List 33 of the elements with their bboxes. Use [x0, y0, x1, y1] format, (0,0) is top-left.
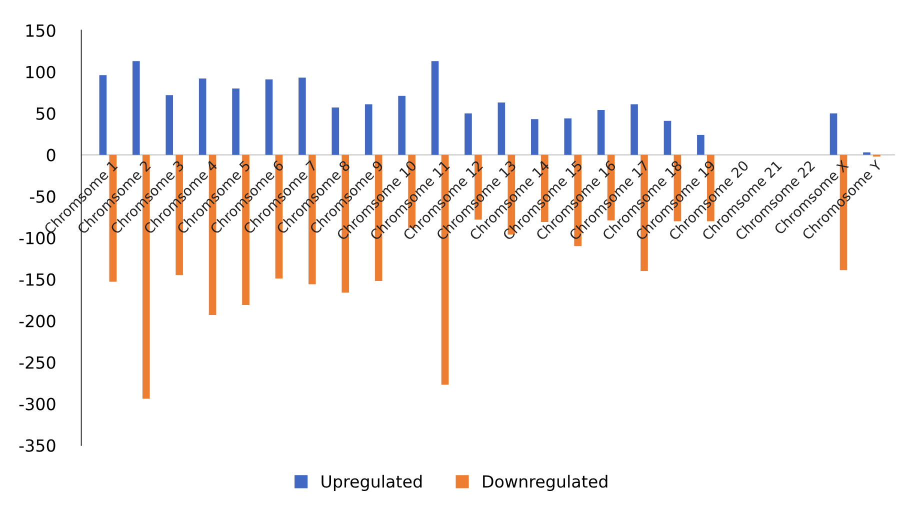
y-tick-label: -250 — [19, 356, 56, 369]
bar — [132, 61, 140, 155]
bar — [298, 78, 306, 155]
bar — [597, 110, 605, 155]
bar — [398, 96, 406, 155]
y-tick-label: -100 — [19, 232, 56, 244]
bar — [830, 113, 838, 155]
bar — [564, 118, 572, 155]
bar — [464, 113, 472, 155]
bar — [664, 120, 672, 155]
y-tick-label: -300 — [19, 398, 56, 410]
bar — [332, 108, 340, 155]
legend-label: Upregulated — [322, 474, 422, 491]
bar — [863, 152, 870, 155]
y-tick-label: -150 — [19, 273, 56, 286]
bar — [531, 119, 538, 155]
y-tick-label: 100 — [26, 66, 56, 78]
legend-label: Downregulated — [483, 474, 608, 491]
bar — [364, 104, 372, 155]
bar — [697, 134, 704, 155]
bar — [265, 79, 273, 155]
y-tick-label: -200 — [19, 314, 56, 328]
y-tick-label: 0 — [46, 148, 56, 162]
y-tick-label: 50 — [36, 107, 56, 120]
y-tick-label: -350 — [19, 439, 56, 452]
bar — [431, 61, 439, 155]
bar — [630, 104, 638, 155]
bar — [498, 102, 506, 155]
bar — [166, 95, 174, 155]
bar — [99, 75, 107, 155]
bar — [198, 78, 206, 155]
bar — [232, 88, 240, 155]
y-tick-label: 150 — [26, 24, 56, 37]
